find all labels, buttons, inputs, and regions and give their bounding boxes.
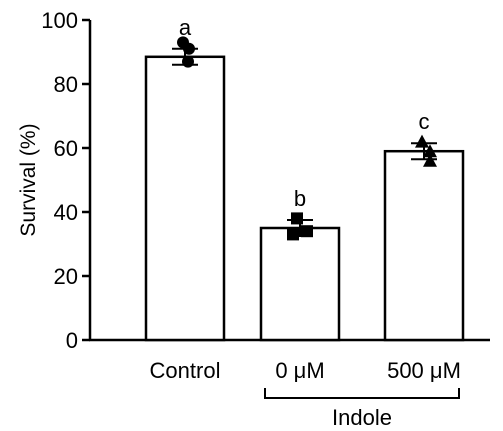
data-point-circle <box>183 42 195 55</box>
bar <box>144 55 226 342</box>
y-tick-label: 0 <box>66 328 78 353</box>
significance-letter: b <box>294 186 306 211</box>
bar <box>259 226 341 342</box>
data-points <box>177 36 437 241</box>
data-point-circle <box>182 55 194 68</box>
y-tick-label: 100 <box>41 8 78 33</box>
group-label: Indole <box>332 405 392 430</box>
significance-letter: a <box>179 15 192 40</box>
x-tick-label: Control <box>150 358 221 383</box>
bars <box>144 55 465 342</box>
y-tick-label: 80 <box>54 72 78 97</box>
data-point-triangle <box>423 144 437 158</box>
data-point-square <box>301 225 313 238</box>
y-tick-label: 60 <box>54 136 78 161</box>
x-tick-label: 0 μM <box>275 358 324 383</box>
y-tick-label: 40 <box>54 200 78 225</box>
significance-letter: c <box>419 109 430 134</box>
data-point-triangle <box>415 134 429 148</box>
x-tick-label: 500 μM <box>387 358 461 383</box>
bar <box>383 149 465 342</box>
labels: Control a 0 μM b 500 μM c Indole <box>150 15 461 430</box>
y-axis-label: Survival (%) <box>17 123 40 236</box>
y-tick-label: 20 <box>54 264 78 289</box>
group-bracket <box>264 388 460 399</box>
data-point-square <box>291 212 303 225</box>
data-point-square <box>287 228 299 241</box>
data-point-triangle <box>423 153 437 167</box>
